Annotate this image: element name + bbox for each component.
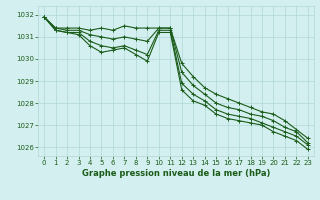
X-axis label: Graphe pression niveau de la mer (hPa): Graphe pression niveau de la mer (hPa) <box>82 169 270 178</box>
